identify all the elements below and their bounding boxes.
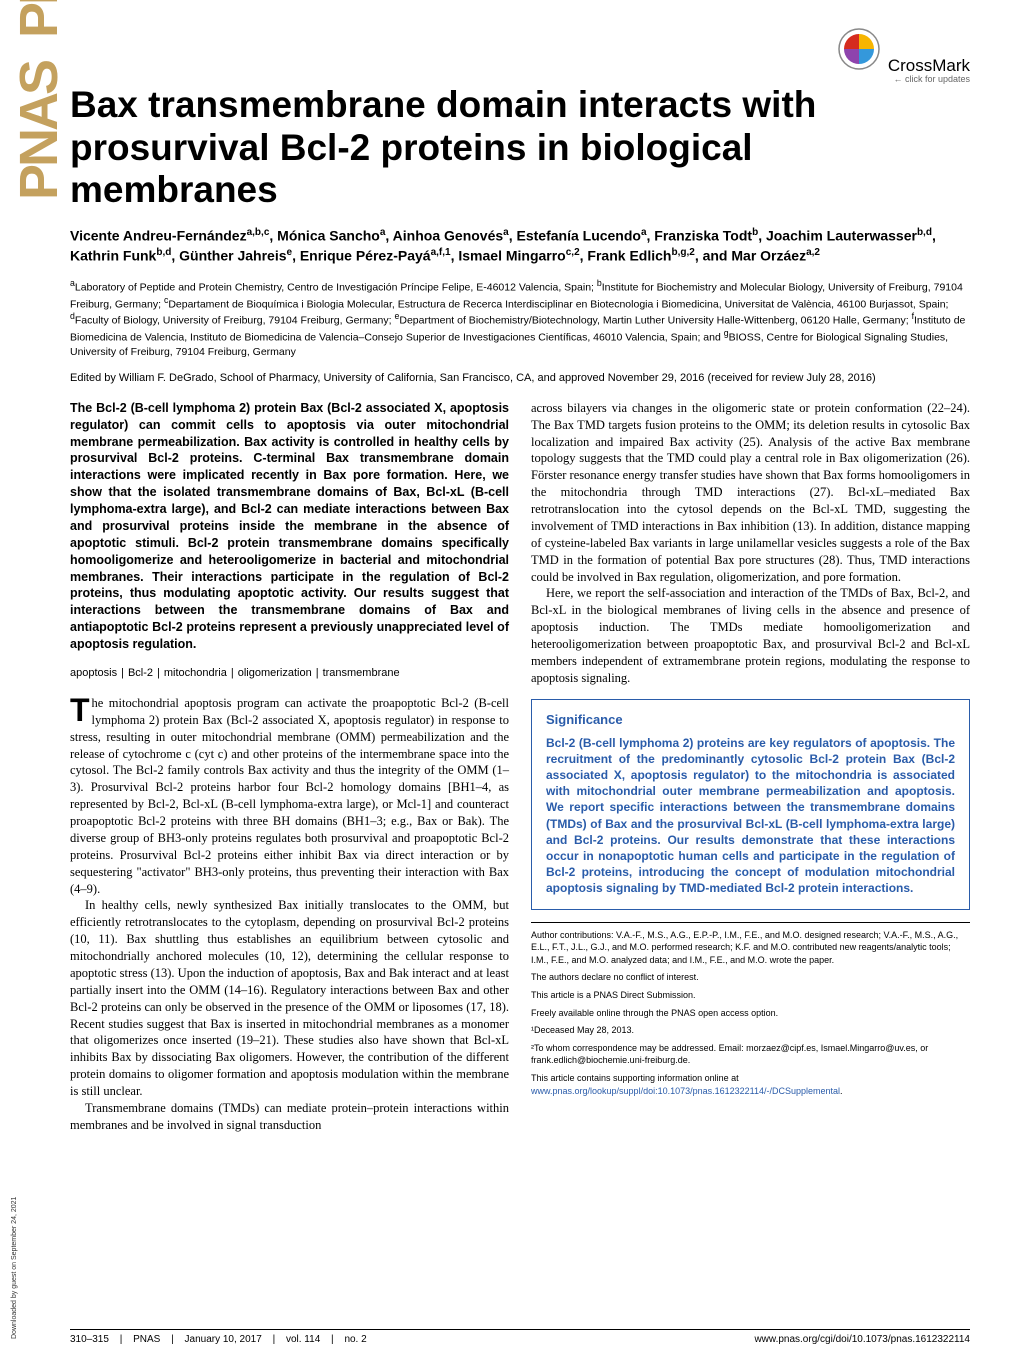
keyword: transmembrane <box>323 667 400 679</box>
footer-vol: vol. 114 <box>286 1334 320 1345</box>
note-author-contrib: Author contributions: V.A.-F., M.S., A.G… <box>531 929 970 967</box>
article-notes: Author contributions: V.A.-F., M.S., A.G… <box>531 922 970 1098</box>
pnas-side-logos: PNAS PNAS PNAS <box>8 0 70 200</box>
dropcap: T <box>70 695 92 724</box>
significance-box: Significance Bcl-2 (B-cell lymphoma 2) p… <box>531 699 970 910</box>
note-conflict: The authors declare no conflict of inter… <box>531 971 970 984</box>
body-text-left: The mitochondrial apoptosis program can … <box>70 695 509 1134</box>
keyword: Bcl-2 <box>128 667 153 679</box>
body-p2: In healthy cells, newly synthesized Bax … <box>70 897 509 1100</box>
note-deceased: ¹Deceased May 28, 2013. <box>531 1024 970 1037</box>
affiliations: aLaboratory of Peptide and Protein Chemi… <box>70 278 970 359</box>
article-title: Bax transmembrane domain interacts with … <box>70 84 970 212</box>
crossmark-icon <box>838 28 880 70</box>
note-correspondence: ²To whom correspondence may be addressed… <box>531 1042 970 1067</box>
note-direct: This article is a PNAS Direct Submission… <box>531 989 970 1002</box>
pnas-logo: PNAS <box>8 62 70 200</box>
page-footer: 310–315 | PNAS | January 10, 2017 | vol.… <box>70 1329 970 1345</box>
download-note: Downloaded by guest on September 24, 202… <box>11 1197 18 1339</box>
edited-by: Edited by William F. DeGrado, School of … <box>70 371 970 386</box>
body-p3: Transmembrane domains (TMDs) can mediate… <box>70 1100 509 1134</box>
body-text-right: across bilayers via changes in the oligo… <box>531 400 970 687</box>
crossmark-label: CrossMark <box>888 56 970 76</box>
supporting-link[interactable]: www.pnas.org/lookup/suppl/doi:10.1073/pn… <box>531 1086 840 1096</box>
significance-body: Bcl-2 (B-cell lymphoma 2) proteins are k… <box>546 735 955 897</box>
pnas-logo: PNAS <box>8 0 70 38</box>
crossmark-sub: ← click for updates <box>838 74 970 84</box>
author-list: Vicente Andreu-Fernándeza,b,c, Mónica Sa… <box>70 226 970 267</box>
footer-date: January 10, 2017 <box>185 1334 262 1345</box>
crossmark-badge[interactable]: CrossMark ← click for updates <box>838 28 970 84</box>
note-open-access: Freely available online through the PNAS… <box>531 1007 970 1020</box>
keywords: apoptosis|Bcl-2|mitochondria|oligomeriza… <box>70 667 509 679</box>
significance-title: Significance <box>546 712 955 727</box>
body-r-p2: Here, we report the self-association and… <box>531 585 970 686</box>
body-p1: he mitochondrial apoptosis program can a… <box>70 696 509 896</box>
left-column: The Bcl-2 (B-cell lymphoma 2) protein Ba… <box>70 400 509 1134</box>
keyword: mitochondria <box>164 667 227 679</box>
right-column: across bilayers via changes in the oligo… <box>531 400 970 1134</box>
footer-pages: 310–315 <box>70 1334 109 1345</box>
footer-journal: PNAS <box>133 1334 160 1345</box>
note-supporting: This article contains supporting informa… <box>531 1072 970 1097</box>
footer-doi: www.pnas.org/cgi/doi/10.1073/pnas.161232… <box>754 1334 970 1345</box>
footer-no: no. 2 <box>344 1334 366 1345</box>
keyword: apoptosis <box>70 667 117 679</box>
footer-left: 310–315 | PNAS | January 10, 2017 | vol.… <box>70 1334 367 1345</box>
abstract: The Bcl-2 (B-cell lymphoma 2) protein Ba… <box>70 400 509 653</box>
footer-right: www.pnas.org/cgi/doi/10.1073/pnas.161232… <box>754 1334 970 1345</box>
body-r-p1: across bilayers via changes in the oligo… <box>531 400 970 586</box>
keyword: oligomerization <box>238 667 312 679</box>
